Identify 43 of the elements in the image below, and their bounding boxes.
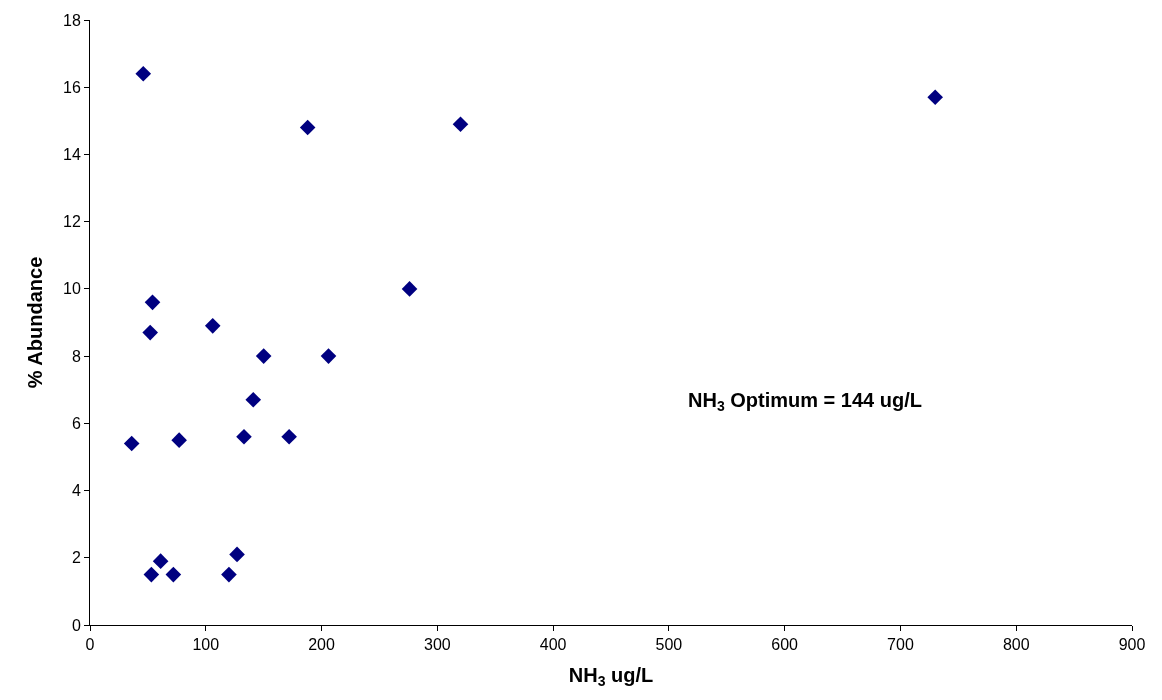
point xyxy=(255,348,272,364)
point xyxy=(142,324,158,341)
x-tick-label: 900 xyxy=(1118,636,1146,654)
y-tick-label: 18 xyxy=(63,11,81,29)
x-tick-label: 200 xyxy=(308,636,336,654)
x-tick-label: 300 xyxy=(423,636,451,654)
point xyxy=(452,116,469,132)
point xyxy=(123,435,140,452)
y-tick-label: 14 xyxy=(63,146,81,164)
y-tick-label: 12 xyxy=(63,213,81,231)
point xyxy=(204,318,221,334)
x-tick-label: 100 xyxy=(192,636,220,654)
point xyxy=(401,281,418,297)
point xyxy=(143,566,160,583)
annotation: NH$_{3}$ Optimum = 144 ug/L xyxy=(688,389,922,415)
x-tick-label: 600 xyxy=(771,636,799,654)
point xyxy=(135,65,152,82)
point xyxy=(236,428,252,445)
x-tick-label: 0 xyxy=(85,636,95,654)
y-tick-label: 10 xyxy=(63,280,81,298)
x-tick-label: 500 xyxy=(655,636,683,654)
point xyxy=(320,348,337,364)
y-tick-label: 0 xyxy=(71,616,81,634)
point xyxy=(299,119,316,136)
point xyxy=(245,392,262,408)
point xyxy=(165,566,182,583)
point xyxy=(152,553,169,569)
point xyxy=(144,294,161,311)
point xyxy=(221,566,237,583)
x-tick-label: 800 xyxy=(1002,636,1030,654)
y-tick-label: 2 xyxy=(71,549,81,567)
x-tick-label: 400 xyxy=(539,636,567,654)
point xyxy=(281,428,297,445)
point xyxy=(171,432,187,448)
y-tick-label: 16 xyxy=(63,78,81,96)
x-axis-title: NH$_{3}$ ug/L xyxy=(568,663,654,689)
y-tick-label: 6 xyxy=(71,414,81,432)
point xyxy=(927,89,943,106)
point xyxy=(229,546,245,563)
y-axis-title: % Abundance xyxy=(23,256,46,389)
x-tick-label: 700 xyxy=(887,636,914,654)
y-tick-label: 8 xyxy=(71,347,81,365)
y-tick-label: 4 xyxy=(71,482,81,500)
